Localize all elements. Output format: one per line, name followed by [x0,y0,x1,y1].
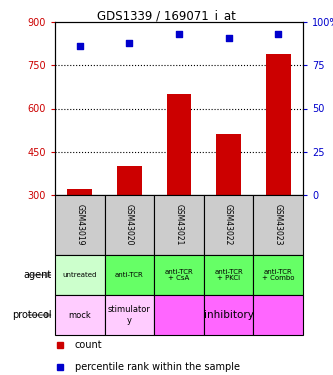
Text: inhibitory: inhibitory [204,310,253,320]
Text: GSM43023: GSM43023 [274,204,283,246]
Bar [253,255,303,295]
Bar [154,295,204,335]
Point [127,40,132,46]
Text: GSM43020: GSM43020 [125,204,134,246]
Bar [55,255,105,295]
Bar [204,255,253,295]
Bar [204,195,253,255]
Text: percentile rank within the sample: percentile rank within the sample [75,362,240,372]
Text: mock: mock [68,310,91,320]
Bar [55,195,105,255]
Text: GDS1339 / 169071_i_at: GDS1339 / 169071_i_at [97,9,236,22]
Bar [67,189,92,195]
Text: anti-TCR
+ PKCi: anti-TCR + PKCi [214,268,243,282]
Point [77,43,83,49]
Text: GSM43019: GSM43019 [75,204,84,246]
Text: anti-TCR
+ CsA: anti-TCR + CsA [165,268,193,282]
Bar [105,255,154,295]
Bar [266,54,291,195]
Text: anti-TCR
+ Combo: anti-TCR + Combo [262,268,294,282]
Text: stimulator
y: stimulator y [108,305,151,325]
Text: anti-TCR: anti-TCR [115,272,144,278]
Bar [253,195,303,255]
Bar [105,295,154,335]
Text: GSM43021: GSM43021 [174,204,183,246]
Bar [55,295,105,335]
Point [226,34,231,40]
Text: GSM43022: GSM43022 [224,204,233,246]
Bar [154,255,204,295]
Bar [216,135,241,195]
Bar [117,166,142,195]
Bar [166,94,191,195]
Bar [253,295,303,335]
Point [176,31,182,37]
Bar [154,195,204,255]
Text: untreated: untreated [63,272,97,278]
Text: count: count [75,340,103,350]
Point [275,31,281,37]
Bar [204,295,253,335]
Text: agent: agent [23,270,52,280]
Bar [105,195,154,255]
Text: protocol: protocol [12,310,52,320]
